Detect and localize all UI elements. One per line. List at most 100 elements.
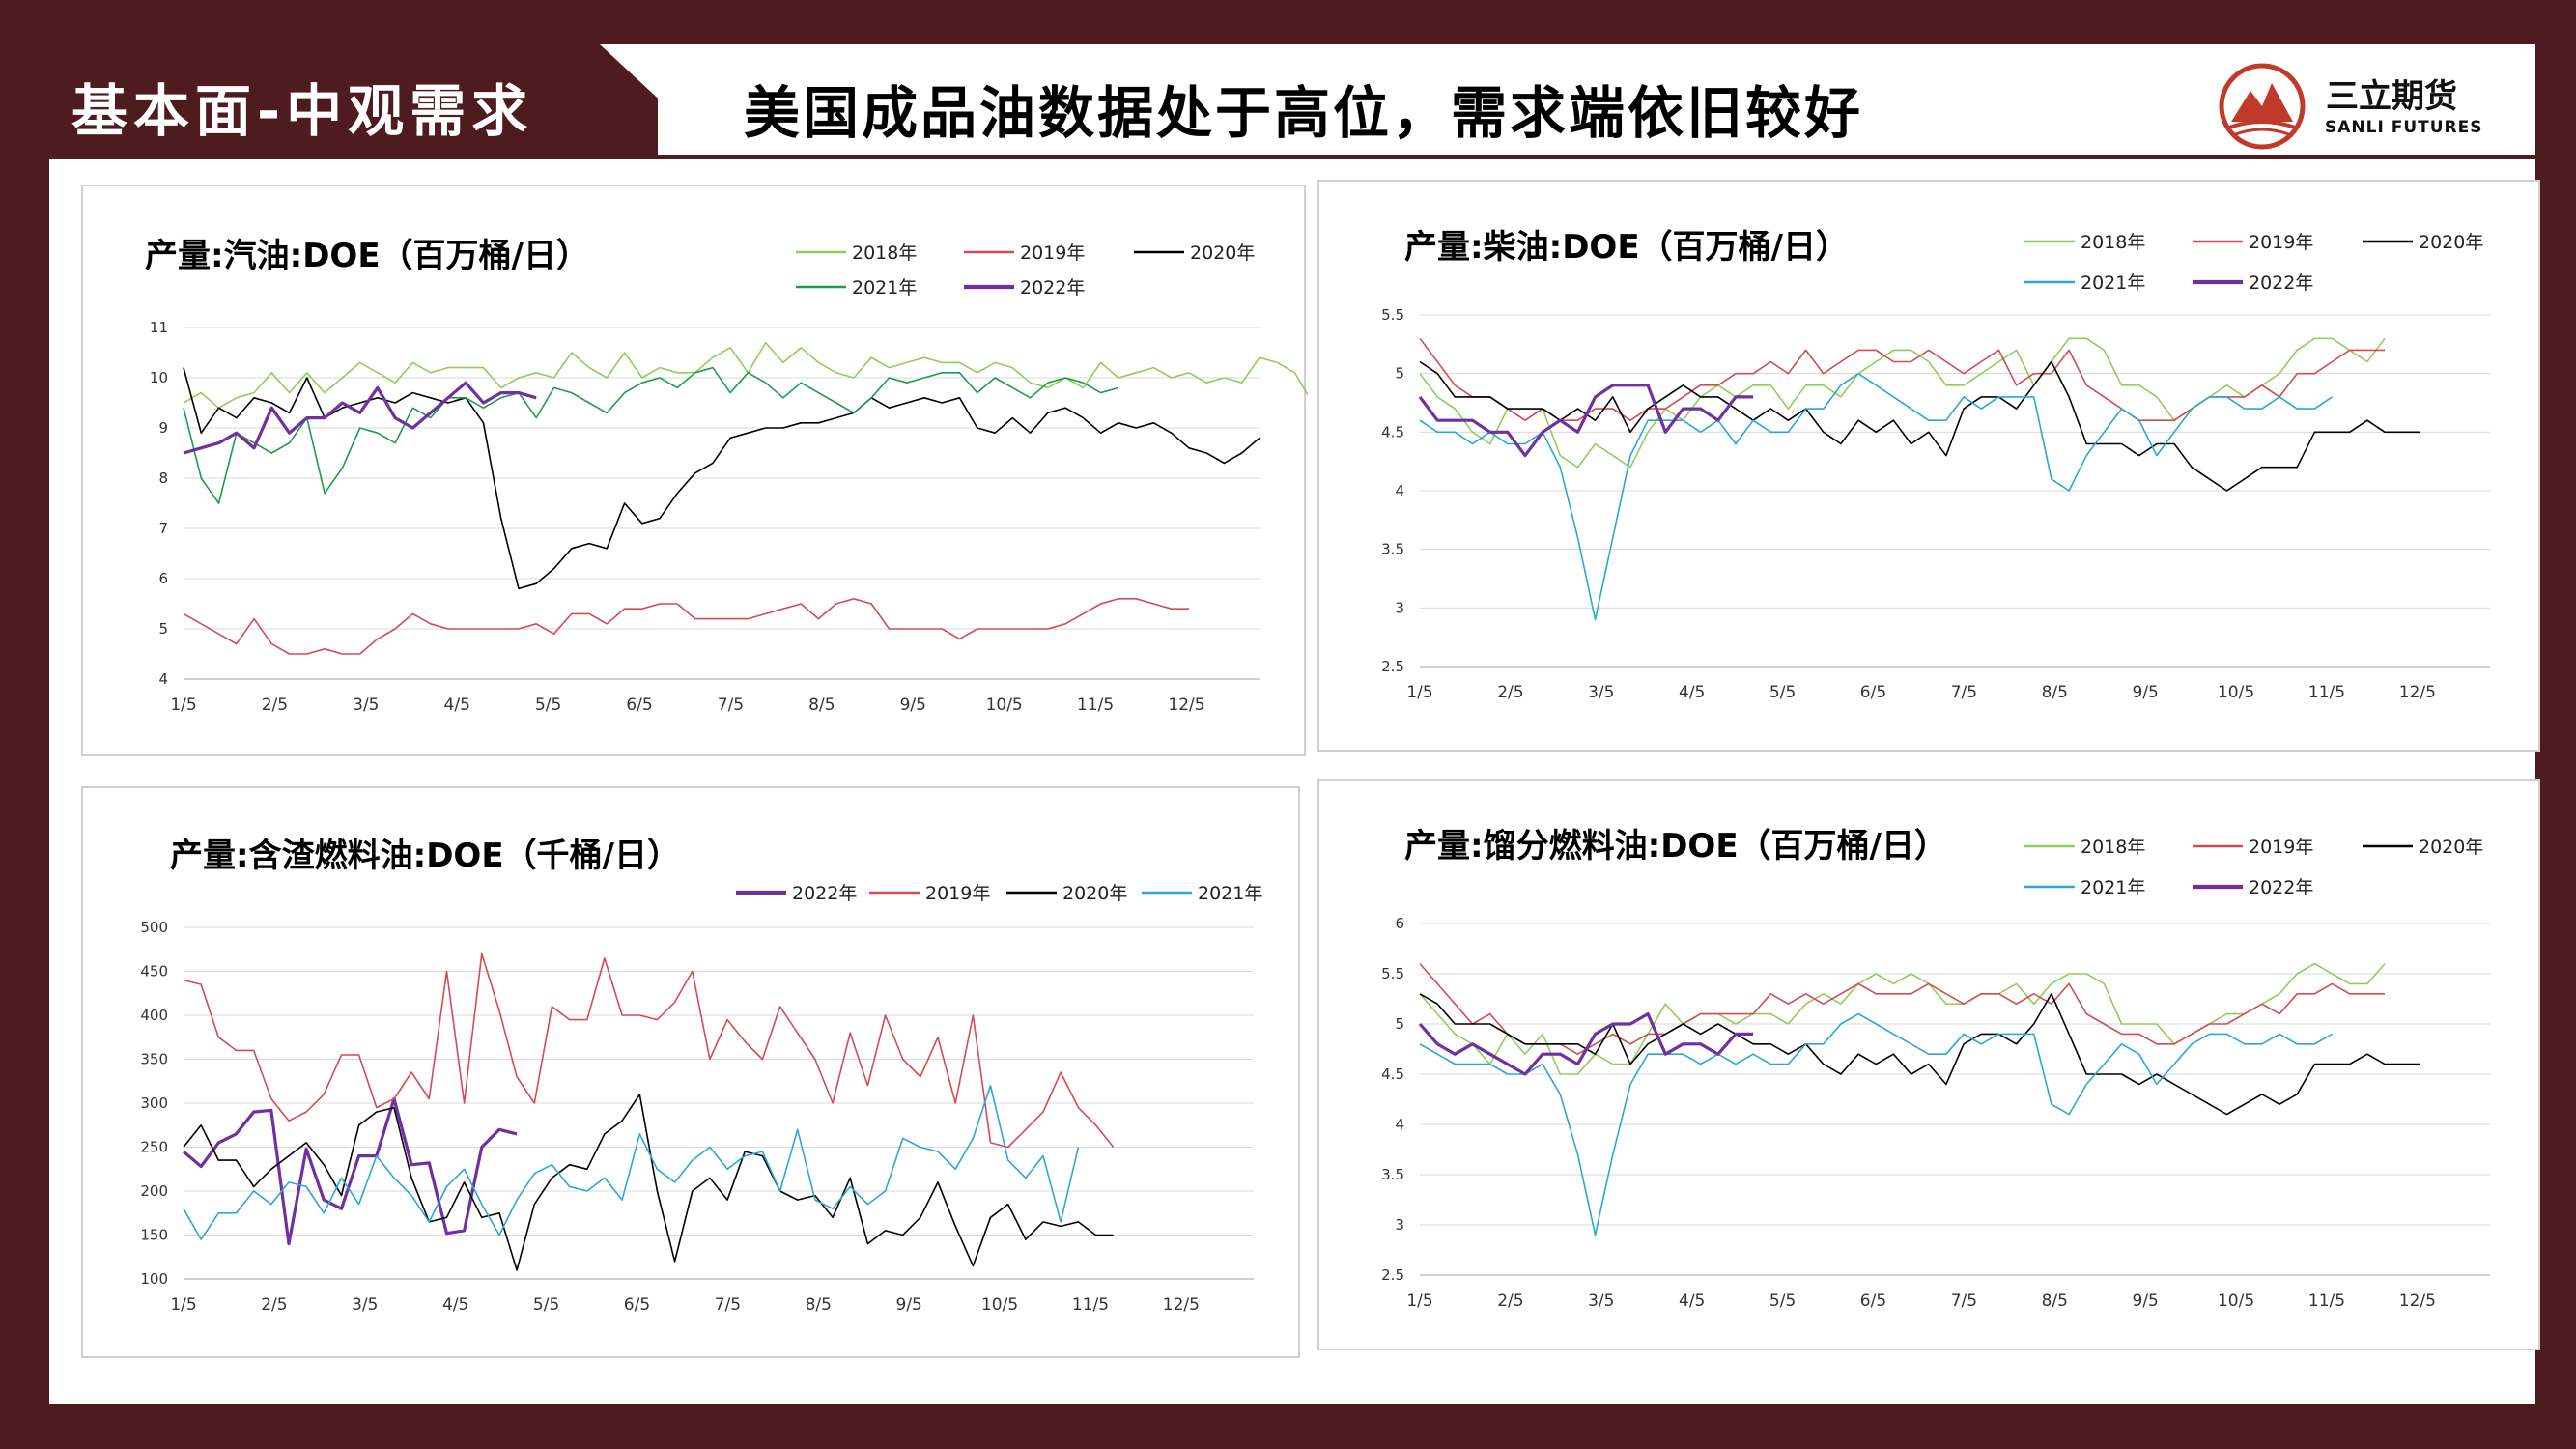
series-line: [183, 1084, 1080, 1240]
x-tick-label: 3/5: [1588, 1292, 1614, 1311]
y-tick-label: 10: [150, 369, 168, 386]
x-tick-label: 5/5: [1769, 1292, 1796, 1311]
y-tick-label: 7: [158, 520, 168, 537]
x-tick-label: 1/5: [1406, 1292, 1432, 1311]
series-line: [1418, 384, 1754, 458]
y-tick-label: 5.5: [1381, 965, 1404, 982]
y-tick-label: 3: [1395, 599, 1404, 616]
legend-label: 2021年: [2081, 877, 2145, 898]
x-tick-label: 2/5: [1497, 1292, 1523, 1311]
chart-diesel: 2.5 3 3.5 4 4.5 5 5.5 1/5 2/5 3/5 4/5 5/5 6/5 7/5 8/5 9…: [1381, 232, 2490, 702]
chart-title: 产量:汽油:DOE（百万桶/日）: [145, 237, 589, 275]
y-tick-label: 5.5: [1381, 306, 1404, 324]
x-tick-label: 12/5: [1163, 1295, 1200, 1315]
series-line: [1419, 963, 2385, 1056]
series-line: [183, 381, 537, 455]
y-tick-label: 200: [140, 1182, 168, 1200]
y-tick-label: 250: [140, 1139, 168, 1156]
x-tick-label: 2/5: [261, 1295, 287, 1315]
series-line: [183, 366, 1119, 504]
tab-notch: [600, 44, 721, 156]
series-line: [1419, 1012, 2333, 1236]
y-tick-label: 3.5: [1381, 1166, 1404, 1183]
x-tick-label: 9/5: [2133, 683, 2159, 702]
x-tick-label: 1/5: [1406, 683, 1432, 702]
series-line: [183, 597, 1189, 655]
y-tick-label: 400: [140, 1007, 168, 1024]
legend-label: 2021年: [852, 277, 917, 298]
x-tick-label: 4/5: [444, 696, 470, 715]
legend-label: 2018年: [852, 242, 917, 264]
y-tick-label: 8: [158, 469, 168, 487]
y-tick-label: 4.5: [1381, 1065, 1404, 1083]
y-tick-label: 4: [1395, 1116, 1404, 1133]
x-tick-label: 3/5: [1588, 683, 1614, 702]
x-tick-label: 10/5: [2218, 683, 2254, 702]
y-tick-label: 3: [1395, 1216, 1404, 1234]
legend-label: 2020年: [1190, 242, 1255, 264]
x-tick-label: 12/5: [1168, 696, 1204, 715]
x-tick-label: 2/5: [262, 696, 288, 715]
y-tick-label: 5: [158, 620, 168, 638]
x-tick-label: 10/5: [981, 1295, 1018, 1315]
x-tick-label: 7/5: [718, 696, 744, 715]
chart-title: 产量:馏分燃料油:DOE（百万桶/日）: [1404, 827, 1947, 866]
x-tick-label: 7/5: [1951, 683, 1977, 702]
x-tick-label: 8/5: [2042, 1292, 2068, 1311]
y-tick-label: 5: [1395, 1015, 1404, 1033]
legend-label: 2019年: [2249, 837, 2313, 858]
y-tick-label: 3.5: [1381, 541, 1404, 558]
chart-title: 产量:柴油:DOE（百万桶/日）: [1404, 228, 1849, 267]
x-tick-label: 6/5: [1860, 1292, 1886, 1311]
x-tick-label: 8/5: [806, 1295, 832, 1315]
series-line: [183, 367, 1260, 590]
x-tick-label: 8/5: [808, 696, 835, 715]
legend-label: 2018年: [2081, 837, 2145, 858]
legend-label: 2022年: [2249, 877, 2313, 898]
y-tick-label: 500: [140, 919, 168, 936]
x-tick-label: 3/5: [353, 696, 379, 715]
y-tick-label: 300: [140, 1094, 168, 1112]
x-tick-label: 10/5: [2218, 1292, 2254, 1311]
series-line: [183, 952, 1115, 1149]
chart-panel-residual: 产量:含渣燃料油:DOE（千桶/日） 100 150 200 250 300 350 400…: [81, 786, 1300, 1358]
brand-name-en: SANLI FUTURES: [2325, 118, 2483, 137]
tab-base-line: [49, 155, 716, 159]
y-tick-label: 100: [140, 1270, 168, 1288]
x-tick-label: 6/5: [1860, 683, 1886, 702]
y-tick-label: 5: [1395, 365, 1404, 383]
x-tick-label: 2/5: [1497, 683, 1523, 702]
legend-label: 2019年: [1020, 242, 1085, 264]
sanli-logo-icon: [2219, 63, 2306, 150]
section-tab: [49, 44, 658, 156]
brand-name: 三立期货: [2326, 77, 2457, 116]
legend-label: 2022年: [1020, 277, 1085, 298]
chart-panel-distillate: 产量:馏分燃料油:DOE（百万桶/日） 2.5 3 3.5 4 4.5 5 5.5 6 1/5 2…: [1317, 779, 2540, 1350]
chart-distillate: 2.5 3 3.5 4 4.5 5 5.5 6 1/5 2/5 3/5 4/5 5/5 6/5 7/5 8/5…: [1381, 837, 2490, 1311]
x-tick-label: 11/5: [2308, 683, 2345, 702]
x-tick-label: 11/5: [2308, 1292, 2345, 1311]
chart-panel-gasoline: 产量:汽油:DOE（百万桶/日） 4 5 6 7 8 9 10 11 1/5 2/5 3/5 4/5 5…: [81, 185, 1308, 756]
y-tick-label: 4: [1395, 482, 1404, 499]
y-tick-label: 350: [140, 1051, 168, 1068]
legend-label: 2019年: [2249, 232, 2313, 253]
y-tick-label: 4.5: [1381, 423, 1404, 440]
y-tick-label: 2.5: [1381, 658, 1404, 675]
x-tick-label: 11/5: [1077, 696, 1114, 715]
header-underline: [711, 155, 2535, 159]
x-tick-label: 8/5: [2042, 683, 2068, 702]
x-tick-label: 1/5: [170, 696, 196, 715]
legend-label: 2020年: [1062, 883, 1127, 904]
x-tick-label: 9/5: [896, 1295, 922, 1315]
legend-label: 2018年: [2081, 232, 2145, 253]
legend-label: 2022年: [792, 883, 857, 904]
series-line: [1418, 1012, 1754, 1076]
x-tick-label: 10/5: [986, 696, 1023, 715]
x-tick-label: 7/5: [1951, 1292, 1977, 1311]
chart-title: 产量:含渣燃料油:DOE（千桶/日）: [170, 837, 680, 875]
y-tick-label: 4: [158, 670, 168, 688]
x-tick-label: 4/5: [1679, 683, 1705, 702]
x-tick-label: 7/5: [715, 1295, 741, 1315]
x-tick-label: 9/5: [900, 696, 926, 715]
y-tick-label: 150: [140, 1227, 168, 1244]
